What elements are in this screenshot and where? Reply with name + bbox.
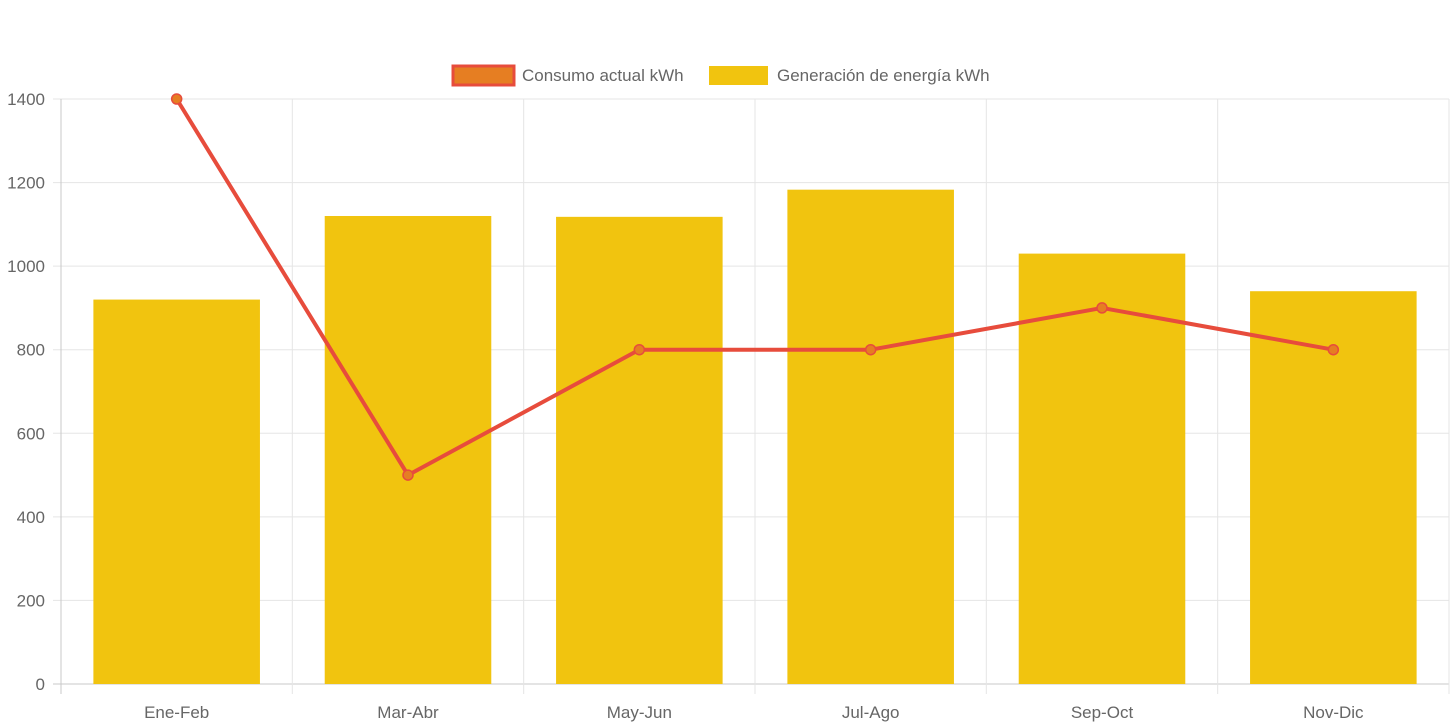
legend: Consumo actual kWh Generación de energía… (451, 64, 990, 87)
bar-generacion-ene-feb[interactable] (93, 299, 260, 684)
legend-label-consumo[interactable]: Consumo actual kWh (522, 66, 684, 85)
legend-swatch-generacion[interactable] (709, 66, 768, 85)
bars (93, 189, 1417, 685)
y-tick-label: 400 (17, 508, 45, 527)
grid (53, 98, 1450, 694)
bar-generacion-nov-dic[interactable] (1250, 291, 1417, 684)
legend-label-generacion[interactable]: Generación de energía kWh (777, 66, 990, 85)
x-tick-label: Nov-Dic (1303, 703, 1364, 722)
bar-generacion-jul-ago[interactable] (787, 189, 954, 685)
x-tick-label: Jul-Ago (842, 703, 900, 722)
point-consumo-nov-dic[interactable] (1327, 343, 1340, 356)
x-tick-label: May-Jun (607, 703, 672, 722)
line-consumo (174, 97, 1334, 478)
y-tick-label: 1400 (7, 90, 45, 109)
bar-generacion-mar-abr[interactable] (324, 216, 492, 684)
x-tick-label: Sep-Oct (1071, 703, 1134, 722)
y-tick-label: 0 (36, 675, 45, 694)
y-tick-label: 800 (17, 341, 45, 360)
point-consumo-may-jun[interactable] (633, 343, 646, 356)
axes: 0 200 400 600 800 1000 1200 1400 Ene-Feb Mar-Abr M… (7, 90, 1364, 722)
y-tick-label: 1200 (7, 174, 45, 193)
point-consumo-sep-oct[interactable] (1096, 302, 1108, 314)
y-tick-label: 200 (17, 591, 45, 610)
point-consumo-jul-ago[interactable] (864, 343, 877, 356)
point-consumo-ene-feb[interactable] (170, 93, 183, 105)
point-consumo-mar-abr[interactable] (402, 469, 414, 481)
bar-generacion-sep-oct[interactable] (1018, 253, 1186, 684)
y-tick-label: 600 (17, 424, 45, 443)
bar-generacion-may-jun[interactable] (556, 216, 723, 685)
x-tick-label: Ene-Feb (144, 703, 209, 722)
legend-swatch-consumo[interactable] (451, 64, 516, 87)
y-tick-label: 1000 (7, 257, 45, 276)
line-series (170, 93, 1340, 481)
x-tick-label: Mar-Abr (377, 703, 439, 722)
